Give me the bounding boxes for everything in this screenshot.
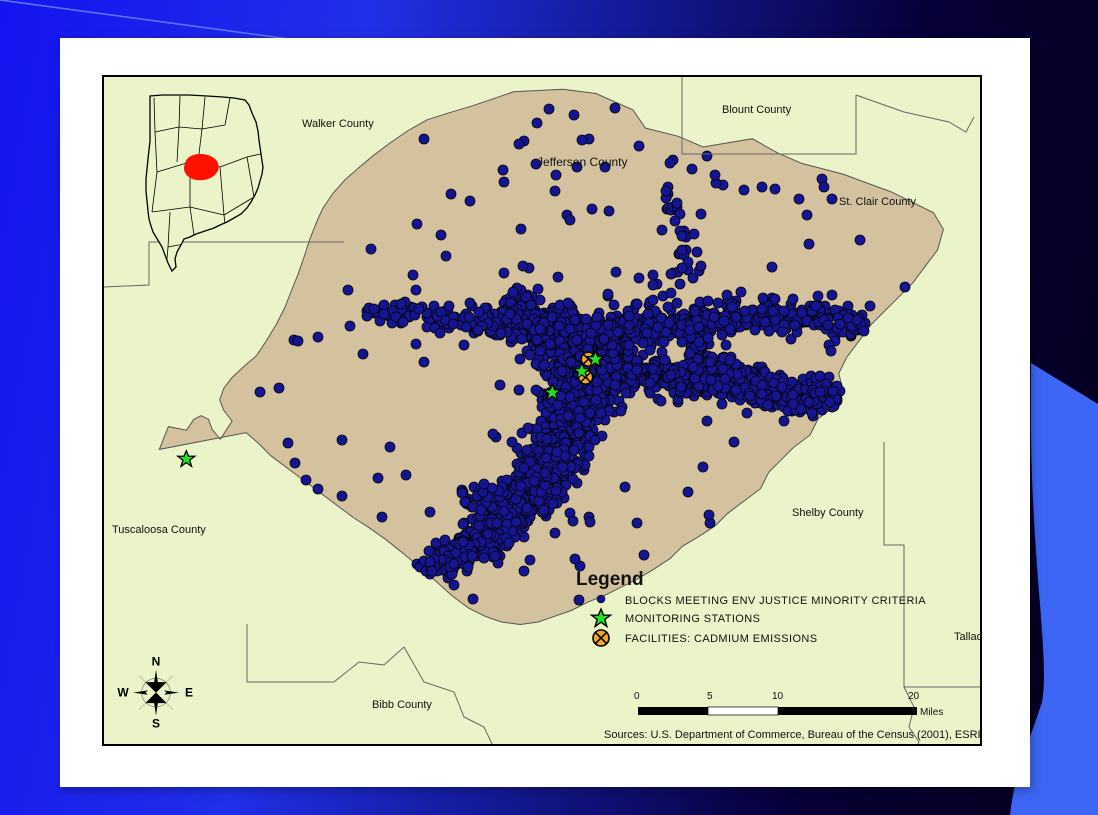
svg-text:Legend: Legend: [576, 569, 644, 590]
svg-text:Shelby County: Shelby County: [792, 507, 864, 519]
svg-text:20: 20: [908, 691, 920, 702]
svg-text:Walker County: Walker County: [302, 118, 374, 130]
svg-text:Sources: U.S. Department of Co: Sources: U.S. Department of Commerce, Bu…: [604, 729, 982, 741]
svg-text:N: N: [152, 655, 161, 669]
svg-text:Tuscaloosa County: Tuscaloosa County: [112, 524, 206, 536]
svg-text:Bibb County: Bibb County: [372, 699, 432, 711]
svg-text:10: 10: [772, 691, 784, 702]
svg-text:Jefferson County: Jefferson County: [537, 155, 628, 169]
svg-text:MONITORING STATIONS: MONITORING STATIONS: [625, 613, 760, 625]
svg-text:St. Clair County: St. Clair County: [839, 196, 917, 208]
svg-text:Blount County: Blount County: [722, 104, 792, 116]
svg-text:S: S: [152, 717, 160, 731]
svg-text:FACILITIES: CADMIUM EMISSIONS: FACILITIES: CADMIUM EMISSIONS: [625, 633, 818, 645]
svg-text:Miles: Miles: [920, 707, 943, 718]
svg-text:BLOCKS MEETING ENV JUSTICE MIN: BLOCKS MEETING ENV JUSTICE MINORITY CRIT…: [625, 595, 926, 607]
svg-text:5: 5: [707, 691, 713, 702]
svg-text:0: 0: [634, 691, 640, 702]
svg-text:E: E: [185, 686, 193, 700]
svg-text:W: W: [117, 686, 129, 700]
svg-text:Talladega: Talladega: [954, 631, 982, 643]
